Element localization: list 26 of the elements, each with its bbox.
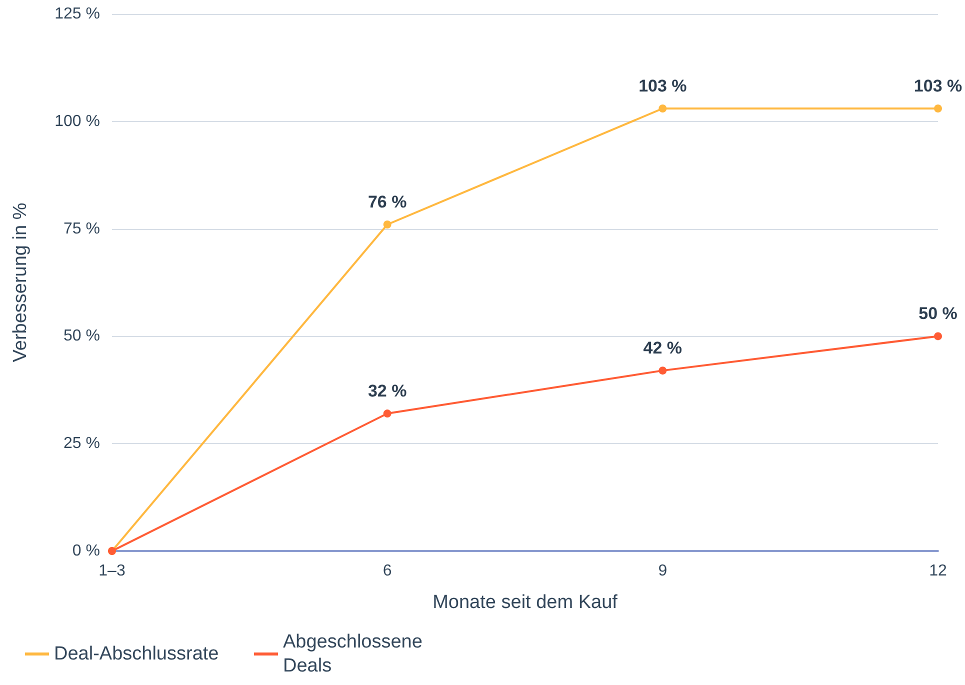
x-tick-label: 6 <box>382 562 392 580</box>
x-axis-title: Monate seit dem Kauf <box>432 592 618 613</box>
point <box>658 104 667 113</box>
point <box>934 104 942 113</box>
point <box>934 332 942 340</box>
y-tick-label: 75 % <box>64 220 100 238</box>
data-label: 103 % <box>638 76 687 96</box>
x-tick-label: 9 <box>658 562 668 580</box>
y-axis-title: Verbesserung in % <box>10 202 31 362</box>
legend-label: Deal-Abschlussrate <box>54 644 219 664</box>
x-tick-label: 12 <box>929 562 947 580</box>
y-tick-label: 50 % <box>64 328 100 345</box>
point <box>383 220 392 228</box>
data-label: 50 % <box>918 304 958 324</box>
point <box>383 410 392 418</box>
data-label: 76 % <box>368 192 407 212</box>
data-label: 42 % <box>643 338 682 358</box>
x-tick-label: 1–3 <box>98 562 126 580</box>
point <box>658 366 667 375</box>
y-tick-label: 125 % <box>54 6 100 22</box>
data-label: 103 % <box>914 76 962 96</box>
y-tick-label: 0 % <box>72 542 100 560</box>
y-tick-label: 100 % <box>54 112 100 130</box>
legend-label: Abgeschlossene Deals <box>283 632 428 676</box>
data-label: 32 % <box>368 382 407 401</box>
y-tick-label: 25 % <box>64 435 100 452</box>
